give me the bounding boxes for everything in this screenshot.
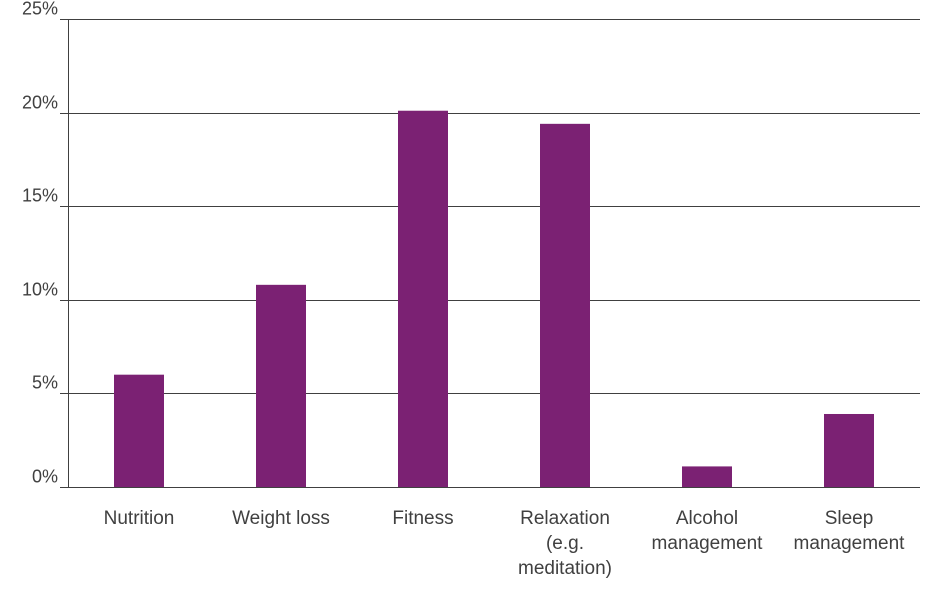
y-tick-label: 25% <box>22 0 58 19</box>
y-tick-label: 5% <box>32 373 58 393</box>
bar <box>540 123 590 487</box>
x-category-label: Relaxation (e.g. meditation) <box>518 508 612 579</box>
y-tick-label: 20% <box>22 93 58 113</box>
x-category-label: Fitness <box>392 508 453 529</box>
x-category-label-line: (e.g. <box>546 533 584 554</box>
bar <box>256 284 306 487</box>
bar <box>682 466 732 487</box>
x-category-label-line: Sleep <box>825 508 874 529</box>
bar <box>114 374 164 487</box>
x-category-label: Nutrition <box>104 508 175 529</box>
x-category-label: Sleep management <box>794 508 906 554</box>
x-category-label-line: meditation) <box>518 558 612 579</box>
x-category-label: Alcohol management <box>652 508 764 554</box>
x-category-label-line: Alcohol <box>676 508 738 529</box>
x-category-label-line: Relaxation <box>520 508 610 529</box>
bar <box>398 110 448 487</box>
x-axis-category-labels: Nutrition Weight loss Fitness Relaxation (e.… <box>104 508 906 579</box>
bars <box>114 110 874 487</box>
x-category-label-line: Nutrition <box>104 508 175 529</box>
y-axis-tick-labels: 0% 5% 10% 15% 20% 25% <box>22 0 58 487</box>
x-category-label-line: management <box>794 533 906 554</box>
y-tick-label: 0% <box>32 467 58 487</box>
y-tick-label: 15% <box>22 186 58 206</box>
x-category-label: Weight loss <box>232 508 330 529</box>
bar <box>824 413 874 487</box>
y-tick-label: 10% <box>22 280 58 300</box>
gridlines <box>60 19 920 488</box>
x-category-label-line: Fitness <box>392 508 453 529</box>
x-category-label-line: Weight loss <box>232 508 330 529</box>
x-category-label-line: management <box>652 533 764 554</box>
